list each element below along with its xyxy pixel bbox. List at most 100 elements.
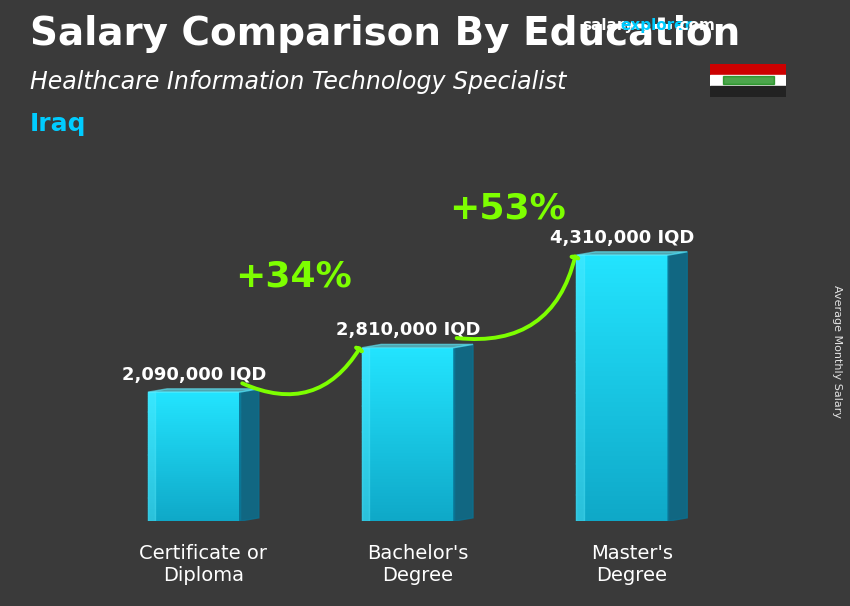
Bar [148, 506, 240, 508]
Bar [576, 512, 668, 517]
Bar [148, 463, 240, 465]
Bar [576, 419, 668, 424]
Bar [148, 470, 240, 471]
Polygon shape [576, 252, 687, 255]
Bar [148, 428, 240, 431]
Bar [576, 517, 668, 521]
Bar [148, 395, 240, 396]
Text: 2,810,000 IQD: 2,810,000 IQD [336, 321, 480, 339]
Bar [362, 385, 454, 388]
Bar [362, 443, 454, 446]
Text: Iraq: Iraq [30, 112, 86, 136]
Bar [148, 493, 240, 495]
Bar [576, 445, 668, 450]
Bar [362, 400, 454, 402]
Bar [148, 420, 240, 422]
Bar [576, 472, 668, 477]
Bar [148, 498, 240, 500]
Bar [710, 86, 786, 97]
Bar [362, 489, 454, 492]
Bar [148, 459, 240, 461]
Bar [148, 452, 240, 454]
Bar [576, 433, 668, 437]
Text: explorer: explorer [620, 18, 693, 33]
Bar [576, 339, 668, 344]
Bar [710, 75, 786, 86]
Polygon shape [240, 389, 259, 521]
Bar [148, 514, 240, 517]
Bar [148, 409, 240, 411]
Bar [148, 438, 240, 439]
Bar [362, 501, 454, 504]
Bar [576, 273, 668, 278]
Bar [576, 477, 668, 481]
Bar [576, 406, 668, 410]
Bar [148, 461, 240, 463]
Polygon shape [148, 389, 259, 392]
Bar [362, 388, 454, 391]
Bar [576, 388, 668, 393]
Bar [362, 379, 454, 382]
Bar [362, 435, 454, 438]
Bar [576, 397, 668, 401]
Bar [148, 471, 240, 474]
Bar [148, 446, 240, 448]
Bar [576, 326, 668, 330]
Bar [148, 499, 240, 502]
Text: +53%: +53% [449, 191, 566, 225]
Bar [576, 357, 668, 362]
Bar [148, 396, 240, 399]
Bar [576, 393, 668, 397]
Bar [362, 487, 454, 490]
Bar [362, 417, 454, 420]
Bar [576, 508, 668, 512]
Bar [148, 456, 240, 459]
Bar [576, 268, 668, 273]
Bar [576, 401, 668, 406]
Bar [362, 438, 454, 440]
Bar [362, 391, 454, 394]
Text: +34%: +34% [235, 259, 352, 294]
Bar [576, 286, 668, 291]
Bar [362, 411, 454, 415]
Bar [576, 424, 668, 428]
Bar [576, 454, 668, 459]
Bar [576, 415, 668, 419]
Bar [576, 494, 668, 499]
Bar [576, 437, 668, 441]
Bar [362, 365, 454, 368]
Bar [148, 414, 240, 416]
Bar [576, 259, 668, 264]
Bar [362, 431, 454, 435]
Bar [576, 308, 668, 313]
Bar [576, 459, 668, 464]
Bar [576, 353, 668, 357]
Bar [576, 410, 668, 415]
Bar [148, 424, 240, 427]
Bar [576, 348, 668, 353]
Bar [148, 444, 240, 446]
Bar [576, 499, 668, 504]
Bar [576, 468, 668, 473]
Bar [148, 435, 240, 438]
Bar [148, 476, 240, 478]
Bar [362, 425, 454, 428]
Bar [576, 384, 668, 388]
Bar [362, 374, 454, 376]
Bar [576, 464, 668, 468]
Bar [148, 392, 240, 395]
Bar [148, 482, 240, 485]
Bar [362, 475, 454, 478]
Bar [148, 416, 240, 418]
Bar [576, 313, 668, 317]
Bar [362, 359, 454, 362]
Bar [148, 504, 240, 506]
Bar [148, 454, 240, 457]
Bar [362, 420, 454, 423]
Bar [148, 502, 240, 504]
Bar [362, 518, 454, 521]
Bar [148, 491, 240, 493]
Bar [148, 517, 240, 519]
Bar [362, 397, 454, 400]
Bar [362, 394, 454, 397]
